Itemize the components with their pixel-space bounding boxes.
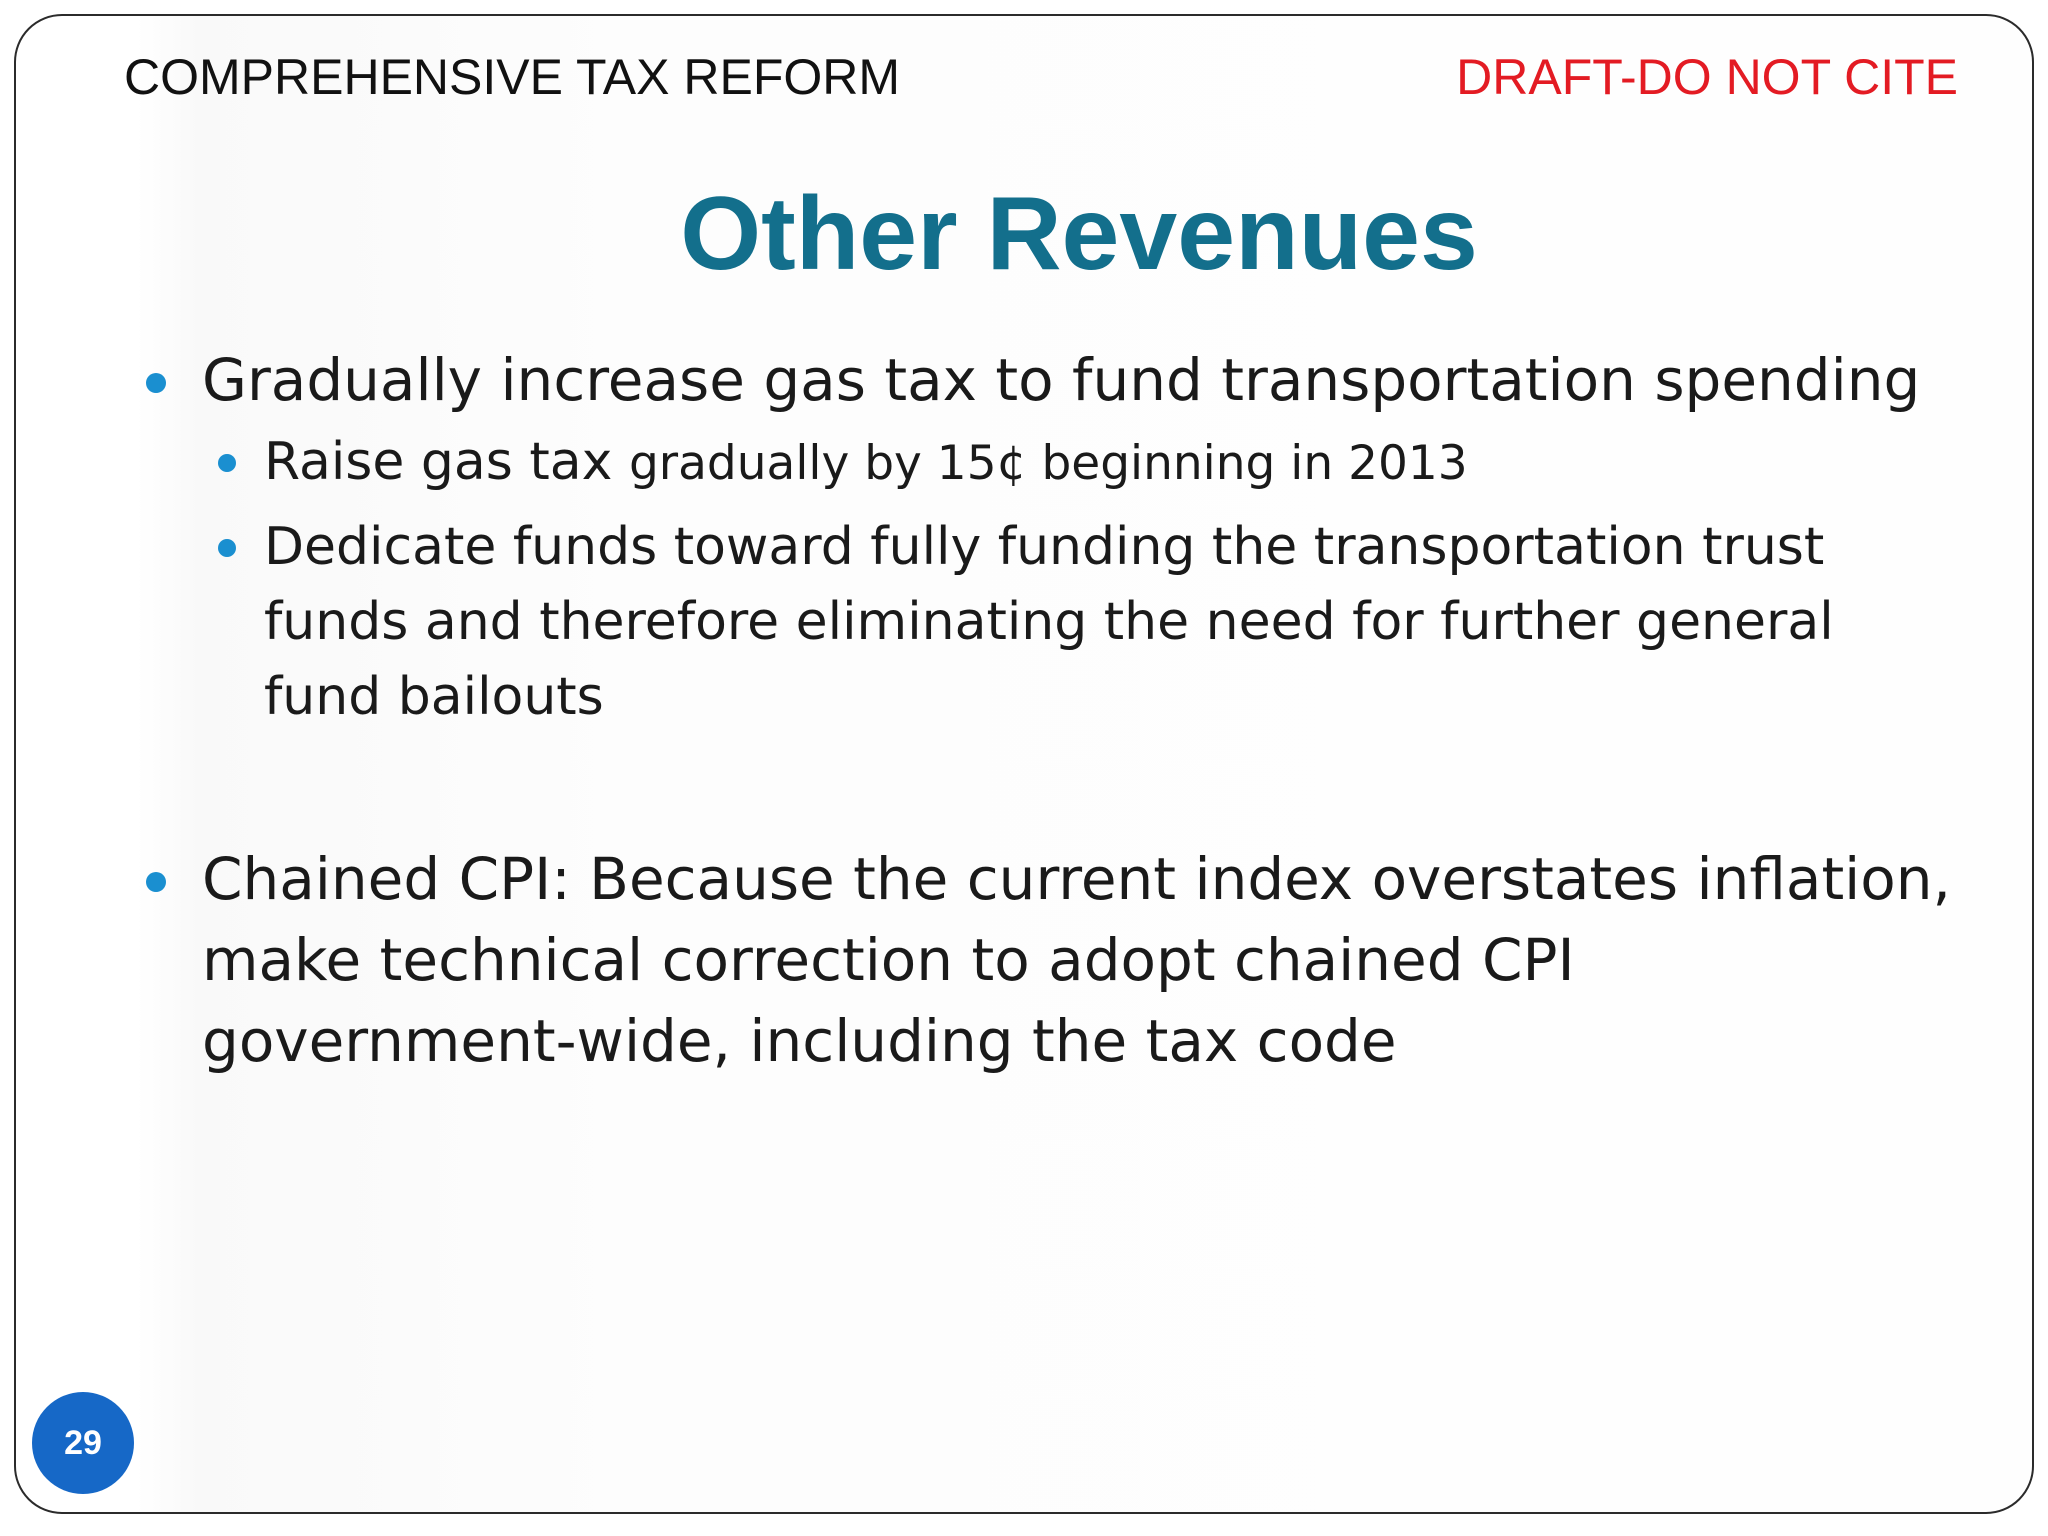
sub-bullet-list: Raise gas tax gradually by 15¢ beginning… — [140, 425, 1960, 735]
spacer — [140, 744, 1960, 839]
sub-bullet-dedicate-funds: Dedicate funds toward fully funding the … — [140, 510, 1960, 735]
bullet-dot-icon — [218, 539, 236, 557]
bullet-text: Chained CPI: Because the current index o… — [202, 845, 1951, 1075]
bullet-dot-icon — [146, 373, 166, 393]
header-title: COMPREHENSIVE TAX REFORM — [124, 49, 901, 105]
bullet-dot-icon — [146, 872, 166, 892]
sub-bullet-text: Dedicate funds toward fully funding the … — [264, 517, 1834, 727]
slide-frame — [14, 14, 2034, 1514]
sub-bullet-text-main: Raise gas tax — [264, 432, 629, 492]
draft-label: DRAFT-DO NOT CITE — [1456, 49, 1958, 105]
page-number-badge: 29 — [32, 1392, 134, 1494]
slide-content: Gradually increase gas tax to fund trans… — [140, 340, 1960, 1082]
sub-bullet-text-small: gradually by 15¢ beginning in 2013 — [628, 436, 1468, 491]
bullet-text: Gradually increase gas tax to fund trans… — [202, 346, 1921, 414]
bullet-dot-icon — [218, 454, 236, 472]
bullet-chained-cpi: Chained CPI: Because the current index o… — [140, 839, 1960, 1082]
bullet-gas-tax: Gradually increase gas tax to fund trans… — [140, 340, 1960, 421]
sub-bullet-raise-gas-tax: Raise gas tax gradually by 15¢ beginning… — [140, 425, 1960, 501]
slide-title: Other Revenues — [680, 176, 1478, 292]
